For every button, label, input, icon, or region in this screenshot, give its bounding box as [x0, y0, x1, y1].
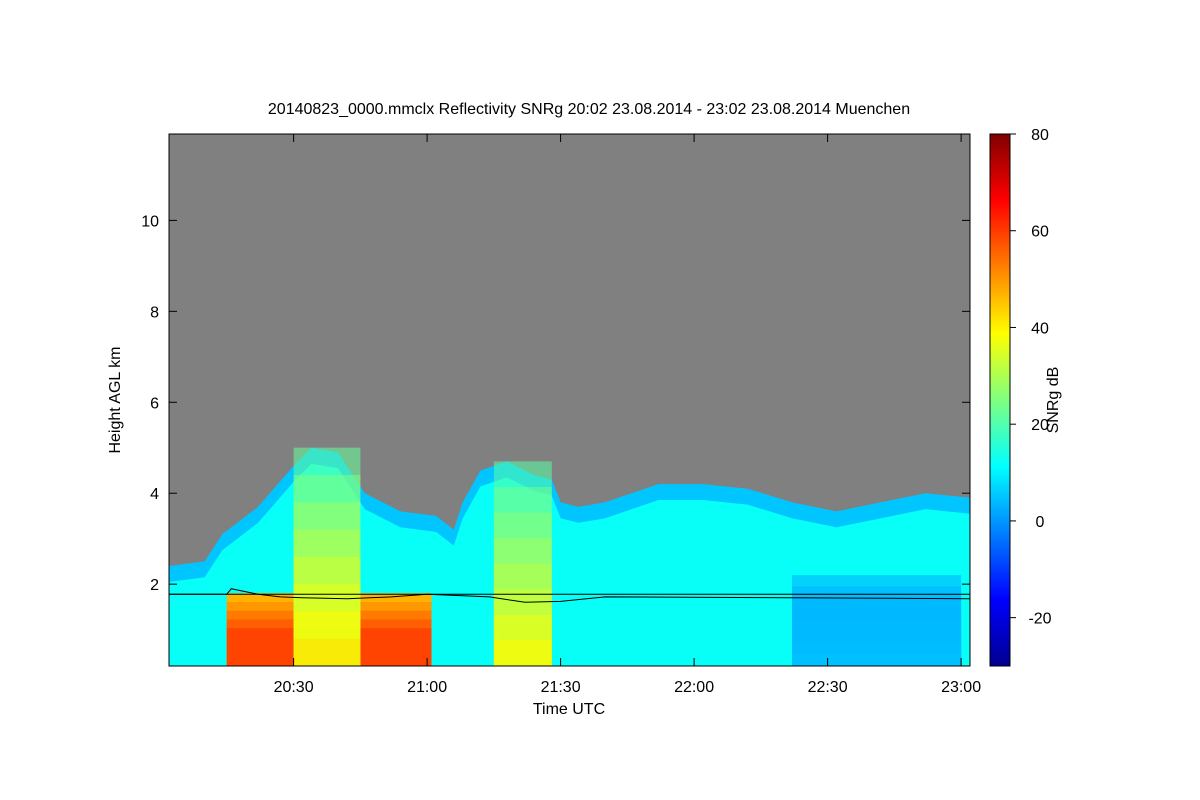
x-tick-label-5: 23:00	[941, 679, 981, 696]
colorbar-tick-label-2: 20	[1031, 417, 1049, 434]
plot-frame	[168, 133, 971, 667]
y-tick-label-1: 4	[150, 486, 159, 503]
y-tick-label-3: 8	[150, 304, 159, 321]
y-tick-label-4: 10	[141, 213, 159, 230]
x-tick-label-0: 20:30	[274, 679, 314, 696]
colorbar-label: SNRg dB	[1045, 367, 1062, 434]
colorbar-tick-label-4: 60	[1031, 224, 1049, 241]
colorbar-ticks: -20 0 20 40 60 80	[1010, 127, 1052, 628]
y-tick-label-0: 2	[150, 577, 159, 594]
precip-streak-0-band-7	[293, 638, 361, 666]
colorbar-tick-label-3: 40	[1031, 320, 1049, 337]
y-tick-label-2: 6	[150, 395, 159, 412]
chart-title: 20140823_0000.mmclx Reflectivity SNRg 20…	[268, 101, 910, 118]
x-tick-label-3: 22:00	[674, 679, 714, 696]
precip-streak-2-band-7	[792, 654, 962, 666]
colorbar	[989, 133, 1011, 667]
y-axis-ticks: 2 4 6 8 10	[141, 213, 970, 594]
x-tick-label-1: 21:00	[407, 679, 447, 696]
colorbar-tick-label-1: 0	[1036, 514, 1045, 531]
colorbar-tick-label-0: -20	[1028, 611, 1051, 628]
colorbar-tick-label-5: 80	[1031, 127, 1049, 144]
x-axis-ticks: 20:30 21:00 21:30 22:00 22:30 23:00	[274, 134, 981, 696]
x-axis-label: Time UTC	[533, 701, 605, 718]
y-axis-label: Height AGL km	[107, 346, 124, 453]
precip-streak-1-band-7	[493, 640, 552, 666]
boundary-layer-line	[169, 588, 970, 603]
plot-area	[169, 134, 970, 666]
x-tick-label-4: 22:30	[808, 679, 848, 696]
x-tick-label-2: 21:30	[541, 679, 581, 696]
